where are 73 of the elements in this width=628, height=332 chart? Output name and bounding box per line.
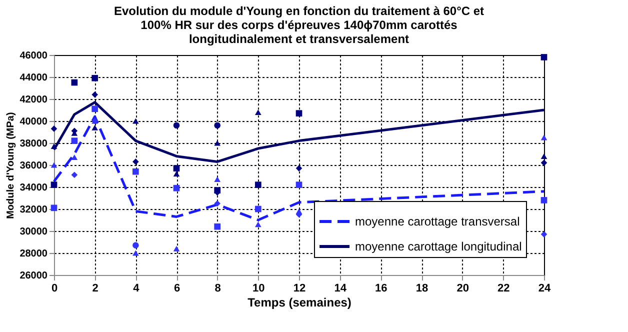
x-tick-label: 0 bbox=[51, 282, 58, 294]
x-tick-label: 8 bbox=[214, 282, 221, 294]
point bbox=[92, 106, 98, 112]
y-tick-label: 44000 bbox=[20, 72, 48, 84]
point bbox=[214, 176, 220, 182]
point bbox=[173, 171, 180, 177]
point bbox=[540, 197, 548, 204]
point bbox=[71, 138, 78, 144]
x-tick-label: 16 bbox=[375, 282, 388, 294]
x-tick-label: 24 bbox=[538, 282, 552, 294]
point bbox=[50, 162, 58, 168]
point bbox=[540, 160, 548, 166]
x-tick-label: 12 bbox=[293, 282, 306, 294]
y-tick-label: 46000 bbox=[20, 50, 48, 62]
y-tick-label: 30000 bbox=[20, 226, 48, 238]
x-tick-label: 4 bbox=[133, 282, 140, 294]
x-axis-title: Temps (semaines) bbox=[248, 296, 352, 310]
legend-label: moyenne carottage longitudinal bbox=[355, 240, 522, 254]
point bbox=[214, 122, 220, 129]
x-tick-label: 22 bbox=[498, 282, 510, 294]
point bbox=[255, 222, 262, 228]
point bbox=[71, 79, 78, 86]
x-tick-label: 20 bbox=[456, 282, 469, 294]
point bbox=[540, 134, 548, 140]
point bbox=[71, 172, 78, 178]
text: 100% HR sur des corps d'épreuves 140ϕ70mm carottés bbox=[140, 18, 458, 32]
point bbox=[50, 182, 58, 188]
text: Evolution du module d'Young en fonction du traitement à 60°C et bbox=[114, 4, 484, 18]
y-tick-label: 36000 bbox=[20, 160, 48, 172]
point bbox=[214, 223, 220, 230]
x-tick-label: 10 bbox=[252, 282, 265, 294]
y-tick-label: 26000 bbox=[20, 270, 48, 282]
point bbox=[92, 74, 98, 82]
y-tick-label: 40000 bbox=[20, 116, 48, 128]
point bbox=[173, 165, 180, 172]
point bbox=[71, 154, 78, 160]
legend-label: moyenne carottage transversal bbox=[355, 214, 520, 228]
x-tick-label: 18 bbox=[416, 282, 428, 294]
point bbox=[92, 124, 98, 130]
point bbox=[296, 165, 302, 172]
point bbox=[132, 118, 139, 124]
point bbox=[132, 242, 139, 248]
text: longitudinalement et transversalement bbox=[188, 32, 410, 46]
point bbox=[50, 126, 58, 132]
point bbox=[296, 208, 302, 214]
point bbox=[214, 200, 220, 207]
y-tick-label: 38000 bbox=[20, 138, 48, 150]
x-tick-label: 2 bbox=[92, 282, 98, 294]
point bbox=[132, 168, 139, 175]
y-tick-label: 28000 bbox=[20, 248, 48, 260]
x-tick-label: 14 bbox=[334, 282, 348, 294]
y-axis-title: Module d'Young (MPa) bbox=[6, 112, 17, 219]
point bbox=[214, 140, 220, 146]
point bbox=[255, 206, 262, 212]
y-tick-label: 34000 bbox=[20, 182, 48, 194]
point bbox=[255, 182, 262, 188]
point bbox=[132, 158, 139, 165]
point bbox=[540, 231, 548, 238]
y-tick-label: 32000 bbox=[20, 204, 48, 216]
point bbox=[540, 54, 548, 60]
point bbox=[255, 109, 262, 115]
x-tick-label: 6 bbox=[174, 282, 180, 294]
point bbox=[92, 91, 98, 98]
point bbox=[296, 110, 302, 116]
point bbox=[173, 184, 180, 192]
point bbox=[50, 144, 58, 150]
point bbox=[296, 182, 302, 188]
point bbox=[540, 153, 548, 159]
point bbox=[50, 204, 58, 212]
point bbox=[173, 122, 180, 129]
point bbox=[132, 250, 139, 256]
point bbox=[173, 246, 180, 252]
y-tick-label: 42000 bbox=[20, 94, 48, 106]
